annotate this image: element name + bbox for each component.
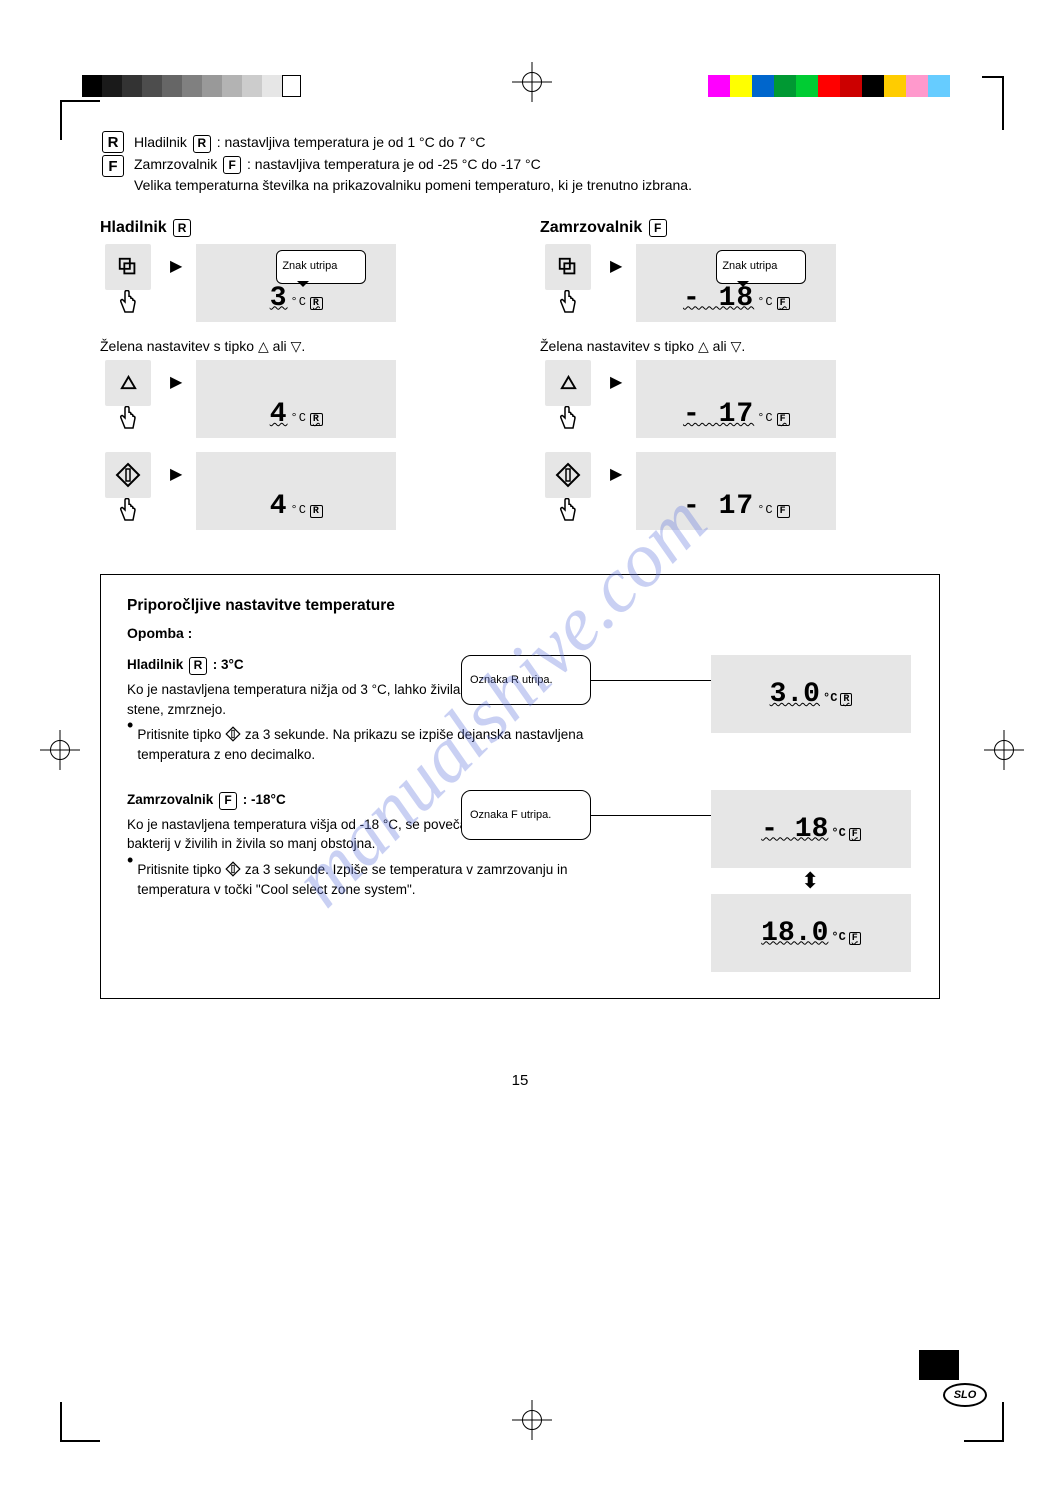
registration-mark-right <box>984 730 1024 770</box>
tap-hand-icon <box>116 406 140 434</box>
arrow-icon: ▶ <box>610 256 622 276</box>
diamond-icon <box>225 861 241 877</box>
crop-corner-tr <box>944 76 1004 136</box>
f-label-icon: F <box>102 155 124 177</box>
callout-r-blink: Oznaka R utripa. <box>461 655 591 705</box>
registration-mark-left <box>40 730 80 770</box>
menu-icon <box>117 256 139 278</box>
fridge-column: Hladilnik R ▶ Znak utripa 3°CR Želena na… <box>100 218 500 544</box>
page-tab-marker <box>919 1350 959 1380</box>
fridge-step2-text: Želena nastavitev s tipko △ ali ▽. <box>100 336 500 356</box>
lcd-fridge-3: 4°CR <box>196 452 396 530</box>
gray-calibration-bar <box>82 75 302 97</box>
f-inline-icon: F <box>223 156 241 174</box>
freezer-column: Zamrzovalnik F ▶ Znak utripa - 18°CF Žel… <box>540 218 940 544</box>
callout-f-blink: Oznaka F utripa. <box>461 790 591 840</box>
freezer-step-1: ▶ Znak utripa - 18°CF <box>540 244 940 322</box>
recommended-settings-box: SLO Priporočljive nastavitve temperature… <box>100 574 940 999</box>
fridge-heading: Hladilnik <box>100 219 167 236</box>
arrow-icon: ▶ <box>170 464 182 484</box>
lcd-freezer-3: - 17°CF <box>636 452 836 530</box>
menu-button[interactable] <box>105 244 151 290</box>
intro-line-1: Hladilnik R : nastavljiva temperatura je… <box>134 132 692 154</box>
arrow-icon: ▶ <box>610 372 622 392</box>
fridge-step-3: ▶ 4°CR <box>100 452 500 530</box>
r-label-icon: R <box>102 131 124 153</box>
arrow-icon: ▶ <box>170 256 182 276</box>
confirm-button[interactable] <box>545 452 591 498</box>
crop-corner-bl <box>60 1382 120 1442</box>
triangle-up-icon <box>559 373 578 392</box>
freezer-step-2: ▶ - 17°CF <box>540 360 940 438</box>
up-button[interactable] <box>545 360 591 406</box>
tap-hand-icon <box>556 290 580 318</box>
intro-line-2: Zamrzovalnik F : nastavljiva temperatura… <box>134 154 692 176</box>
lcd-freezer-2: - 17°CF <box>636 360 836 438</box>
freezer-step-3: ▶ - 17°CF <box>540 452 940 530</box>
f-inline-icon: F <box>219 792 237 810</box>
tap-hand-icon <box>556 498 580 526</box>
diamond-icon <box>555 462 581 488</box>
language-tab: SLO <box>943 1383 987 1407</box>
lcd-lower-r: 3.0°CR <box>711 655 911 733</box>
fridge-step-2: ▶ 4°CR <box>100 360 500 438</box>
tap-hand-icon <box>116 498 140 526</box>
registration-mark-top <box>512 62 552 102</box>
arrow-icon: ▶ <box>170 372 182 392</box>
lcd-freezer-1: Znak utripa - 18°CF <box>636 244 836 322</box>
fridge-step-1: ▶ Znak utripa 3°CR <box>100 244 500 322</box>
confirm-button[interactable] <box>105 452 151 498</box>
registration-mark-bottom <box>512 1400 552 1440</box>
tap-hand-icon <box>556 406 580 434</box>
r-inline-icon: R <box>189 657 207 675</box>
up-button[interactable] <box>105 360 151 406</box>
double-arrow-icon: ⬍ <box>801 868 913 894</box>
freezer-step2-text: Želena nastavitev s tipko △ ali ▽. <box>540 336 940 356</box>
diamond-icon <box>115 462 141 488</box>
lcd-lower-f2: 18.0°CF <box>711 894 911 972</box>
note-heading: Opomba : <box>127 623 913 643</box>
diamond-icon <box>225 726 241 742</box>
page-number: 15 <box>100 1072 940 1089</box>
intro-line-3: Velika temperaturna številka na prikazov… <box>134 175 692 195</box>
callout-blink: Znak utripa <box>716 250 806 284</box>
lcd-fridge-1: Znak utripa 3°CR <box>196 244 396 322</box>
menu-button[interactable] <box>545 244 591 290</box>
r-inline-icon: R <box>193 135 211 153</box>
lower-heading: Priporočljive nastavitve temperature <box>127 597 913 615</box>
lcd-fridge-2: 4°CR <box>196 360 396 438</box>
freezer-heading: Zamrzovalnik <box>540 219 642 236</box>
intro-block: R F Hladilnik R : nastavljiva temperatur… <box>100 130 940 196</box>
tap-hand-icon <box>116 290 140 318</box>
callout-blink: Znak utripa <box>276 250 366 284</box>
arrow-icon: ▶ <box>610 464 622 484</box>
lcd-lower-f1: - 18°CF <box>711 790 911 868</box>
menu-icon <box>557 256 579 278</box>
f-heading-icon: F <box>649 219 667 237</box>
triangle-up-icon <box>119 373 138 392</box>
color-calibration-bar <box>708 75 950 97</box>
r-heading-icon: R <box>173 219 191 237</box>
